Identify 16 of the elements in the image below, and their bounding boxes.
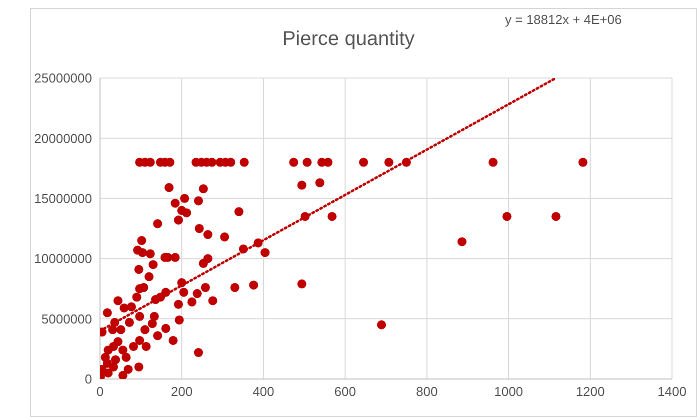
y-tick-label: 0 <box>84 372 92 387</box>
x-tick-label: 800 <box>416 384 438 400</box>
text: y = 18812x + 4E+06 <box>505 12 622 27</box>
x-tick-label: 600 <box>334 384 356 400</box>
x-tick-label: 1200 <box>576 384 605 400</box>
x-tick-label: 200 <box>170 384 193 400</box>
y-tick-label: 15000000 <box>34 191 92 206</box>
x-tick-label: 0 <box>96 384 104 400</box>
chart-title: Pierce quantity <box>281 28 416 51</box>
y-tick-label: 5000000 <box>41 311 92 326</box>
x-tick-label: 1000 <box>494 384 524 400</box>
y-tick-label: 10000000 <box>34 251 92 266</box>
x-tick-label: 1400 <box>658 384 686 400</box>
y-tick-label: 25000000 <box>34 70 92 86</box>
y-tick-label: 20000000 <box>34 130 92 146</box>
x-tick-label: 400 <box>252 384 274 400</box>
